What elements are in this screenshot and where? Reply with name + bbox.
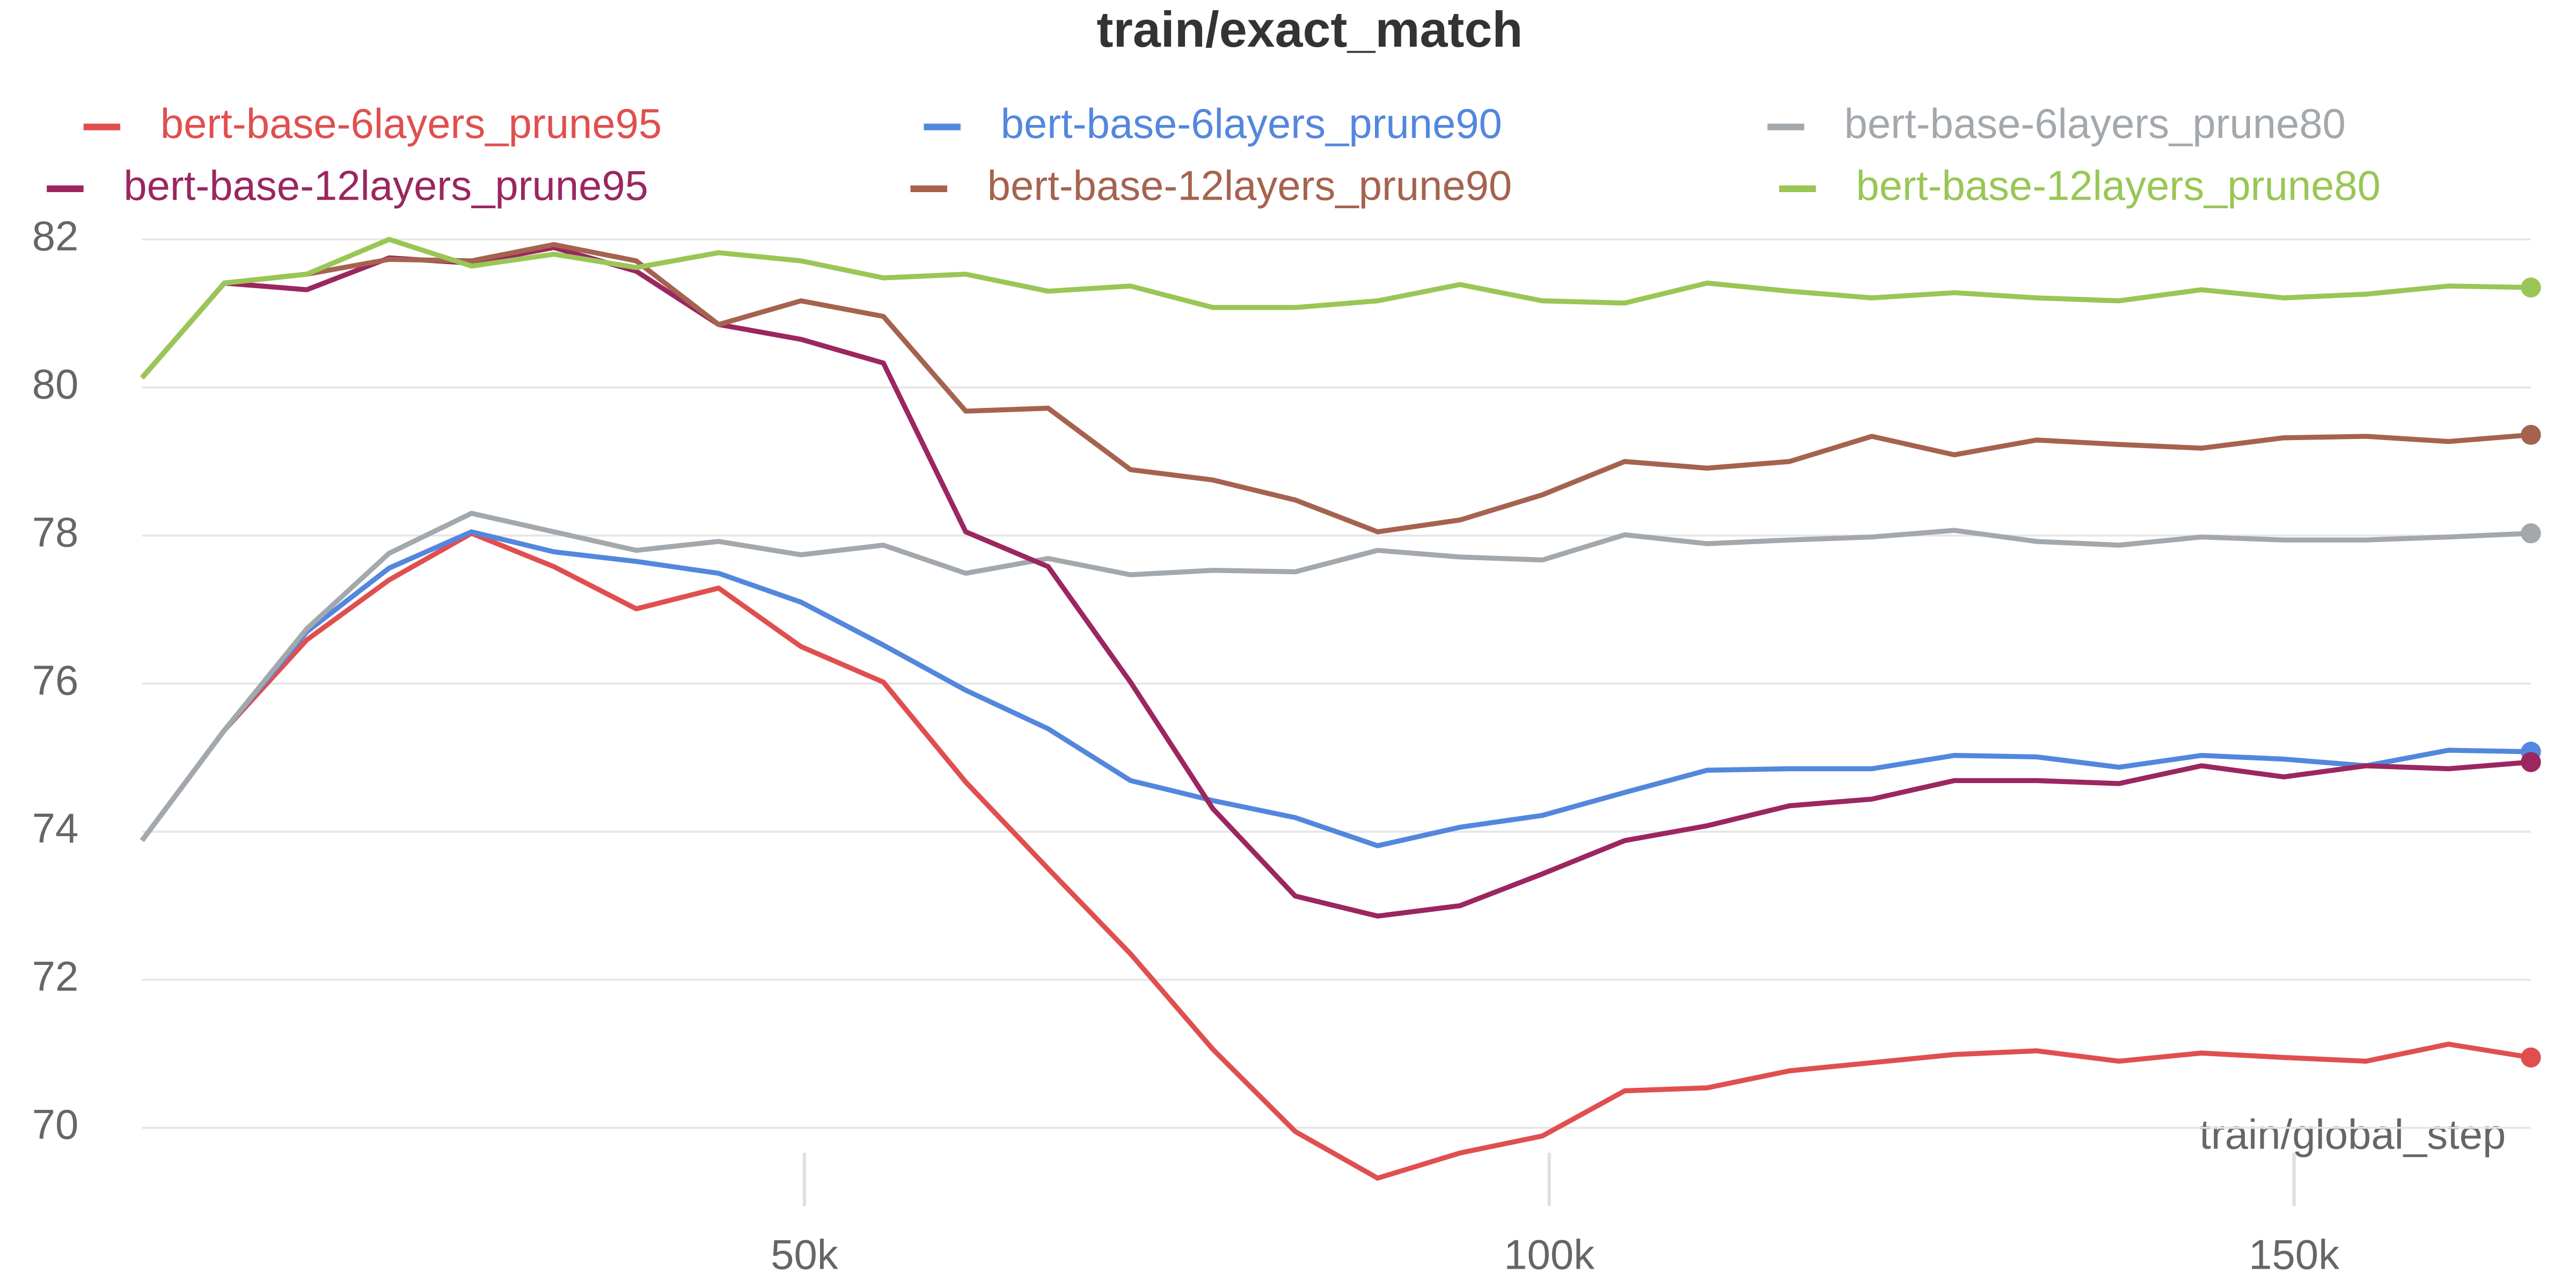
- legend-label: bert-base-12layers_prune90: [987, 163, 1512, 209]
- y-tick-label: 70: [32, 1102, 79, 1148]
- x-tick-label: 150k: [2249, 1232, 2340, 1278]
- series-line: [140, 237, 2531, 380]
- series-line: [140, 242, 2531, 535]
- legend-label: bert-base-6layers_prune90: [1001, 101, 1502, 147]
- y-tick-label: 82: [32, 214, 79, 260]
- y-tick-label: 76: [32, 657, 79, 704]
- end-point: [2521, 752, 2541, 772]
- series-line: [140, 245, 2531, 919]
- legend-label: bert-base-6layers_prune95: [160, 101, 662, 147]
- y-tick-label: 80: [32, 362, 79, 408]
- chart-title: train/exact_match: [1096, 1, 1523, 57]
- x-tick-label: 100k: [1504, 1232, 1595, 1278]
- end-point: [2521, 523, 2541, 544]
- series-line: [140, 510, 2531, 843]
- y-tick-label: 74: [32, 806, 79, 852]
- end-point: [2521, 1047, 2541, 1068]
- x-axis-label: train/global_step: [2199, 1111, 2506, 1158]
- series-line: [140, 531, 2531, 1181]
- end-point: [2521, 277, 2541, 298]
- series-line: [140, 529, 2531, 848]
- y-tick-label: 78: [32, 509, 79, 555]
- legend-label: bert-base-12layers_prune80: [1856, 163, 2381, 209]
- legend-label: bert-base-6layers_prune80: [1845, 101, 2346, 147]
- legend-label: bert-base-12layers_prune95: [123, 163, 648, 209]
- y-tick-label: 72: [32, 954, 79, 1000]
- x-tick-label: 50k: [771, 1232, 839, 1278]
- end-point: [2521, 425, 2541, 445]
